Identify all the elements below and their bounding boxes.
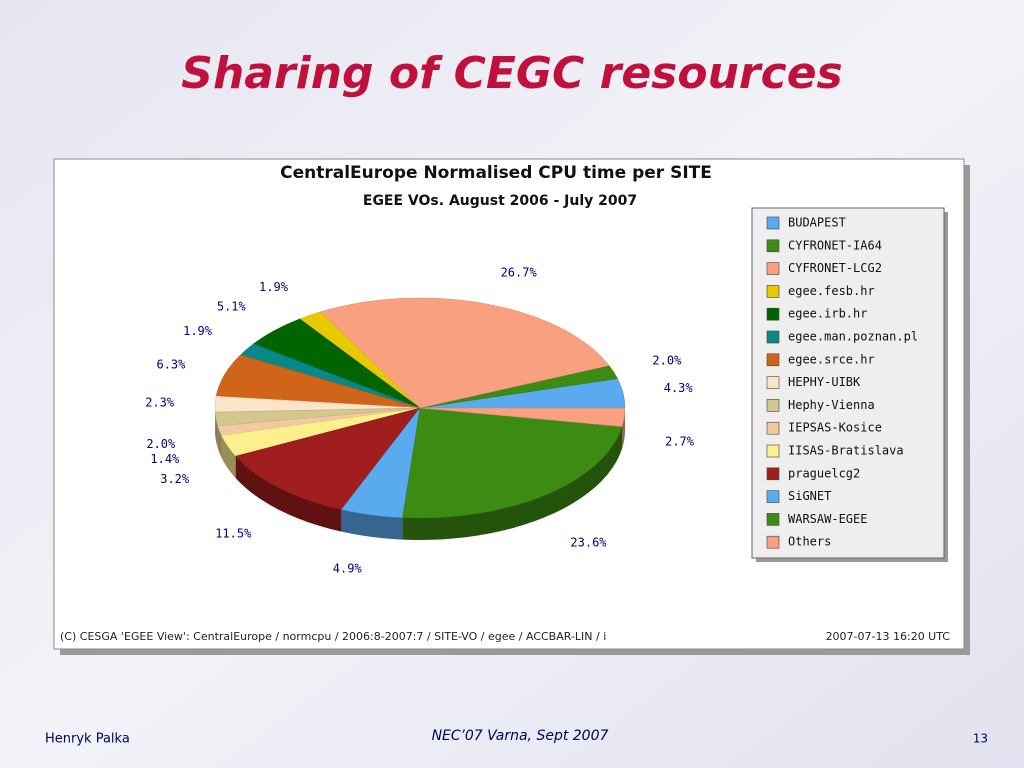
legend-swatch <box>766 399 780 412</box>
data-label: 11.5% <box>215 527 252 541</box>
data-label: 2.0% <box>652 354 682 368</box>
legend-swatch <box>766 535 780 549</box>
pie-slice <box>419 407 626 427</box>
data-label: 5.1% <box>217 300 247 314</box>
pie-slice <box>402 407 623 519</box>
footer-event: NEC’07 Varna, Sept 2007 <box>432 728 609 744</box>
legend-label: HEPHY-UIBK <box>788 375 861 389</box>
legend-label: egee.fesb.hr <box>788 284 875 298</box>
data-label: 1.9% <box>259 280 289 294</box>
data-label: 23.6% <box>570 536 607 550</box>
legend-swatch <box>766 490 780 503</box>
chart-title: CentralEurope Normalised CPU time per SI… <box>280 163 712 183</box>
footer-author: Henryk Palka <box>45 732 130 747</box>
legend-swatch <box>766 376 780 389</box>
pie-slice-side <box>221 435 236 479</box>
legend-swatch <box>766 330 780 344</box>
pie-slice-side <box>402 426 623 540</box>
legend-swatch <box>766 216 780 230</box>
chart-credit: (C) CESGA 'EGEE View': CentralEurope / n… <box>60 630 606 643</box>
pie-slice-side <box>215 412 218 448</box>
data-label: 3.2% <box>160 472 190 486</box>
chart-timestamp: 2007-07-13 16:20 UTC <box>826 630 951 643</box>
legend-label: WARSAW-EGEE <box>788 512 867 526</box>
legend-swatch <box>766 467 780 481</box>
chart-subtitle: EGEE VOs. August 2006 - July 2007 <box>363 193 637 209</box>
legend-label: SiGNET <box>788 489 831 503</box>
legend-label: egee.srce.hr <box>788 352 875 366</box>
data-label: 2.3% <box>145 396 175 410</box>
legend-label: praguelcg2 <box>788 466 860 480</box>
data-label: 1.9% <box>183 324 213 338</box>
legend-label: egee.man.poznan.pl <box>788 330 918 344</box>
legend-label: Hephy-Vienna <box>788 398 875 412</box>
data-label: 6.3% <box>156 358 186 372</box>
legend-label: Others <box>788 535 831 549</box>
legend-swatch <box>766 239 780 253</box>
data-label: 2.7% <box>665 435 695 449</box>
legend-label: IEPSAS-Kosice <box>788 421 882 435</box>
legend-label: CYFRONET-LCG2 <box>788 261 882 275</box>
legend-swatch <box>766 513 780 526</box>
legend-label: IISAS-Bratislava <box>788 444 904 458</box>
pie-slice-side <box>235 456 342 532</box>
legend-swatch <box>766 285 780 298</box>
data-label: 4.9% <box>333 561 363 575</box>
legend-box <box>751 207 945 559</box>
legend-swatch <box>766 307 780 321</box>
legend-swatch <box>766 444 780 458</box>
legend-label: BUDAPEST <box>788 216 846 230</box>
data-label: 26.7% <box>501 265 538 279</box>
data-label: 4.3% <box>664 381 694 395</box>
data-label: 2.0% <box>146 437 176 451</box>
legend: BUDAPEST CYFRONET-IA64 CYFRONET-LCG2 egee.f… <box>766 216 918 549</box>
pie-slice <box>235 407 421 510</box>
footer-page: 13 <box>973 732 988 746</box>
pie-slice <box>320 297 610 409</box>
data-label: 1.4% <box>150 452 180 466</box>
legend-swatch <box>766 353 780 367</box>
legend-label: CYFRONET-IA64 <box>788 238 882 252</box>
legend-swatch <box>766 421 780 435</box>
pie: 4.3%2.0%26.7%1.9%5.1%1.9%6.3%2.3%2.0%1.4… <box>145 265 695 575</box>
slide-title: Sharing of CEGC resources <box>181 48 842 99</box>
legend-swatch <box>766 262 780 275</box>
legend-label: egee.irb.hr <box>788 307 867 321</box>
pie-slice-side <box>341 509 403 540</box>
